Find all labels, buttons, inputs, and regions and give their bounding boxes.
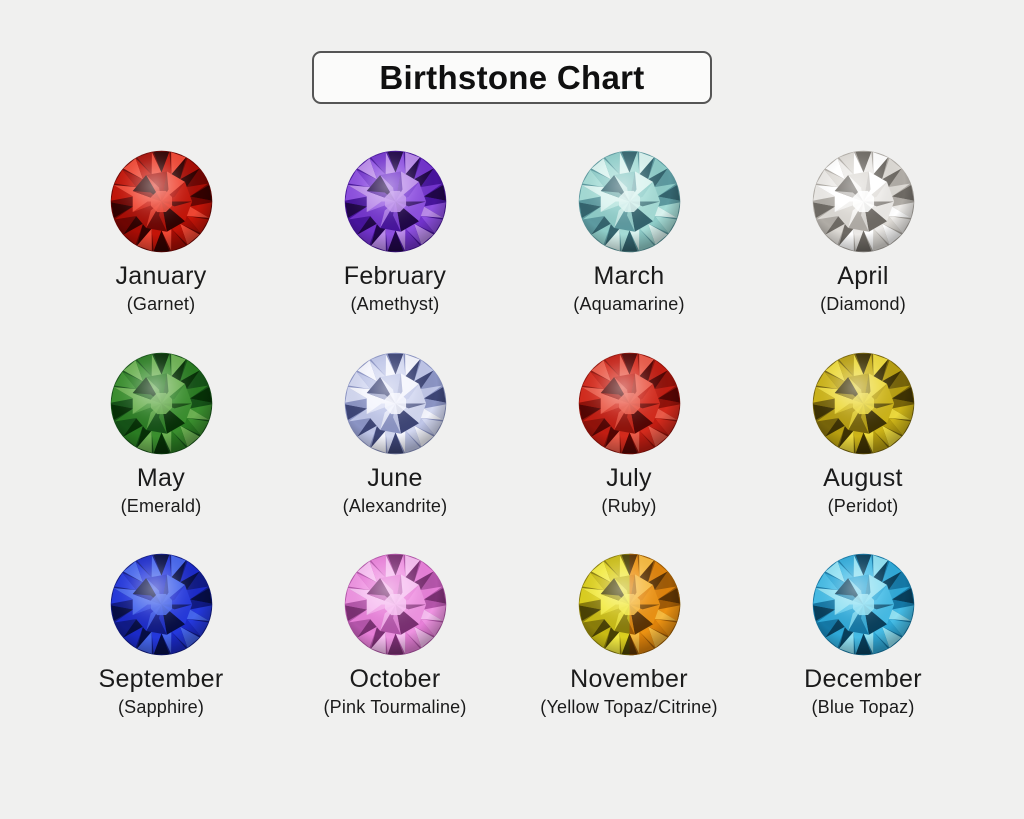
yellow-topaz-citrine-gem [577, 552, 682, 657]
page-title: Birthstone Chart [379, 58, 645, 96]
garnet-gem [109, 149, 214, 254]
stone-name-label: (Aquamarine) [573, 294, 685, 314]
month-label: March [593, 262, 665, 290]
stone-name-label: (Blue Topaz) [811, 697, 915, 717]
blue-topaz-gem [811, 552, 916, 657]
month-label: September [98, 665, 224, 693]
stone-cell-december: December (Blue Topaz) [746, 552, 980, 719]
emerald-gem [109, 351, 214, 456]
stone-name-label: (Peridot) [827, 495, 899, 516]
peridot-gem [811, 351, 916, 456]
stone-cell-march: March (Aquamarine) [512, 149, 746, 316]
ruby-gem [577, 351, 682, 456]
stone-cell-february: February (Amethyst) [278, 149, 512, 316]
stone-cell-september: September (Sapphire) [44, 552, 278, 719]
pink-tourmaline-gem [343, 552, 448, 657]
stone-name-label: (Garnet) [126, 294, 196, 314]
stone-name-label: (Sapphire) [117, 697, 205, 717]
aquamarine-gem [577, 149, 682, 254]
month-label: April [837, 262, 889, 290]
stone-name-label: (Emerald) [120, 495, 202, 516]
stone-cell-january: January (Garnet) [44, 149, 278, 316]
stones-grid: January (Garnet) February (Amethyst) Mar… [44, 149, 980, 719]
month-label: June [367, 463, 423, 492]
alexandrite-gem [343, 351, 448, 456]
stone-cell-june: June (Alexandrite) [278, 351, 512, 518]
diamond-gem [811, 149, 916, 254]
month-label: February [343, 262, 447, 290]
stone-cell-july: July (Ruby) [512, 351, 746, 518]
month-label: December [804, 665, 922, 693]
stone-name-label: (Pink Tourmaline) [323, 697, 467, 717]
month-label: August [823, 463, 903, 492]
sapphire-gem [109, 552, 214, 657]
stone-name-label: (Amethyst) [350, 294, 440, 314]
amethyst-gem [343, 149, 448, 254]
month-label: November [570, 665, 688, 693]
stone-cell-october: October (Pink Tourmaline) [278, 552, 512, 719]
month-label: May [136, 463, 186, 492]
stone-name-label: (Ruby) [601, 495, 657, 516]
stone-cell-april: April (Diamond) [746, 149, 980, 316]
month-label: July [606, 463, 652, 492]
month-label: October [349, 665, 441, 693]
stone-cell-may: May (Emerald) [44, 351, 278, 518]
title-box: Birthstone Chart [312, 51, 712, 104]
stone-name-label: (Diamond) [820, 294, 906, 314]
stone-cell-november: November (Yellow Topaz/Citrine) [512, 552, 746, 719]
stone-cell-august: August (Peridot) [746, 351, 980, 518]
stone-name-label: (Alexandrite) [342, 495, 448, 516]
month-label: January [115, 262, 207, 290]
stone-name-label: (Yellow Topaz/Citrine) [540, 697, 718, 717]
